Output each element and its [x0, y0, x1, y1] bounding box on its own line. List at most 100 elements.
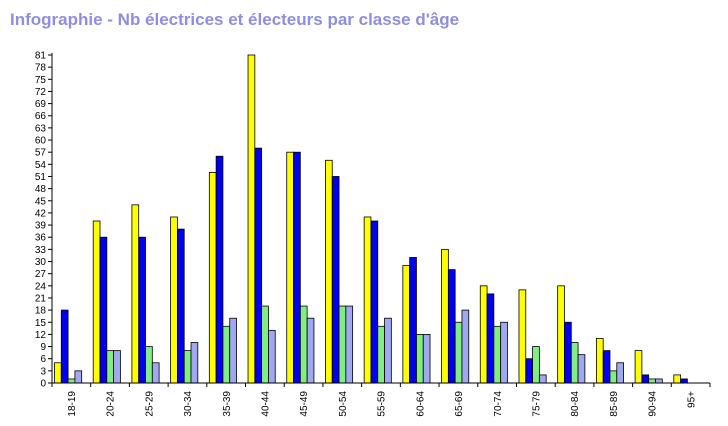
bar: [74, 370, 83, 384]
bar: [564, 321, 572, 384]
x-tick-label: 80-84: [570, 391, 581, 417]
bar: [377, 325, 385, 384]
y-tick-label: 27: [35, 269, 47, 280]
bar: [557, 285, 565, 384]
bar: [131, 204, 140, 384]
bar: [461, 309, 470, 384]
y-tick-label: 51: [35, 172, 47, 183]
bar: [331, 176, 340, 384]
y-tick-label: 0: [40, 379, 46, 390]
bar: [151, 362, 160, 384]
bar: [299, 305, 308, 384]
bar: [518, 289, 527, 384]
y-tick-label: 36: [35, 233, 47, 244]
bar: [577, 354, 586, 384]
bar: [286, 151, 294, 384]
x-tick-label: 25-29: [144, 391, 155, 417]
y-tick-label: 45: [35, 196, 47, 207]
bar: [106, 350, 115, 384]
bar: [500, 321, 508, 384]
bar: [454, 321, 463, 384]
y-tick-label: 30: [35, 257, 47, 268]
y-tick-label: 18: [35, 306, 47, 317]
bar: [602, 350, 611, 384]
bar: [247, 54, 256, 384]
bar: [570, 342, 579, 384]
y-tick-label: 33: [35, 245, 47, 256]
bar: [616, 362, 624, 384]
x-tick-label: 55-59: [377, 391, 388, 417]
y-tick-label: 57: [35, 148, 47, 159]
bar: [370, 220, 379, 384]
x-tick-label: 45-49: [299, 391, 310, 417]
x-tick-label: 95+: [686, 391, 697, 408]
bar: [345, 305, 354, 384]
bar: [409, 257, 417, 384]
bar: [306, 317, 315, 384]
y-tick-label: 3: [40, 366, 46, 377]
bar: [99, 236, 108, 384]
x-tick-label: 18-19: [67, 391, 78, 417]
bar: [525, 358, 533, 384]
bar: [177, 228, 185, 384]
bars: [54, 54, 688, 384]
y-tick-label: 48: [35, 184, 47, 195]
x-tick-label: 35-39: [222, 391, 233, 417]
x-tick-label: 85-89: [609, 391, 620, 417]
y-tick-label: 6: [40, 354, 46, 365]
bar: [673, 374, 681, 384]
bar: [222, 325, 231, 384]
bar: [416, 334, 424, 384]
y-tick-label: 24: [35, 281, 47, 292]
y-tick-label: 75: [35, 75, 47, 86]
bar: [532, 346, 540, 384]
bar: [170, 216, 178, 384]
bar: [92, 220, 101, 384]
bar: [208, 172, 217, 384]
bar: [293, 151, 301, 384]
bar: [493, 325, 502, 384]
bar: [441, 248, 449, 384]
bar: [447, 269, 456, 384]
bar: [655, 378, 663, 384]
bar: [422, 334, 431, 384]
y-tick-label: 81: [35, 51, 47, 62]
x-axis: 18-19 20-24 25-29 30-34 35-39 40-44 45-49 50-54…: [51, 382, 711, 417]
bar: [595, 338, 604, 384]
bar: [215, 155, 224, 384]
x-tick-label: 60-64: [415, 391, 426, 417]
bar: [325, 159, 333, 384]
bar: [145, 346, 153, 384]
bar: [634, 350, 643, 384]
y-tick-label: 72: [35, 87, 47, 98]
bar: [54, 362, 62, 384]
bar: [363, 216, 372, 384]
y-tick-label: 69: [35, 99, 47, 110]
bar: [113, 350, 121, 384]
x-tick-label: 65-69: [454, 391, 465, 417]
bar: [138, 236, 146, 384]
bar: [254, 147, 263, 384]
x-tick-label: 70-74: [493, 391, 504, 417]
bar: [384, 317, 392, 384]
y-tick-label: 42: [35, 208, 47, 219]
bar: [641, 374, 650, 384]
x-tick-label: 90-94: [648, 391, 659, 417]
bar: [268, 329, 276, 384]
y-tick-label: 39: [35, 221, 47, 232]
y-tick-label: 54: [35, 160, 47, 171]
bar: [609, 370, 618, 384]
x-tick-label: 50-54: [338, 391, 349, 417]
y-tick-label: 12: [35, 330, 47, 341]
y-tick-label: 63: [35, 123, 47, 134]
chart-title: Infographie - Nb électrices et électeurs…: [10, 10, 460, 29]
bar: [648, 378, 656, 384]
y-tick-label: 9: [40, 342, 46, 353]
bar: [229, 317, 237, 384]
bar: [680, 378, 688, 384]
y-tick-label: 15: [35, 318, 47, 329]
x-tick-label: 40-44: [261, 391, 272, 417]
bar: [60, 309, 69, 384]
x-tick-label: 20-24: [106, 391, 117, 417]
